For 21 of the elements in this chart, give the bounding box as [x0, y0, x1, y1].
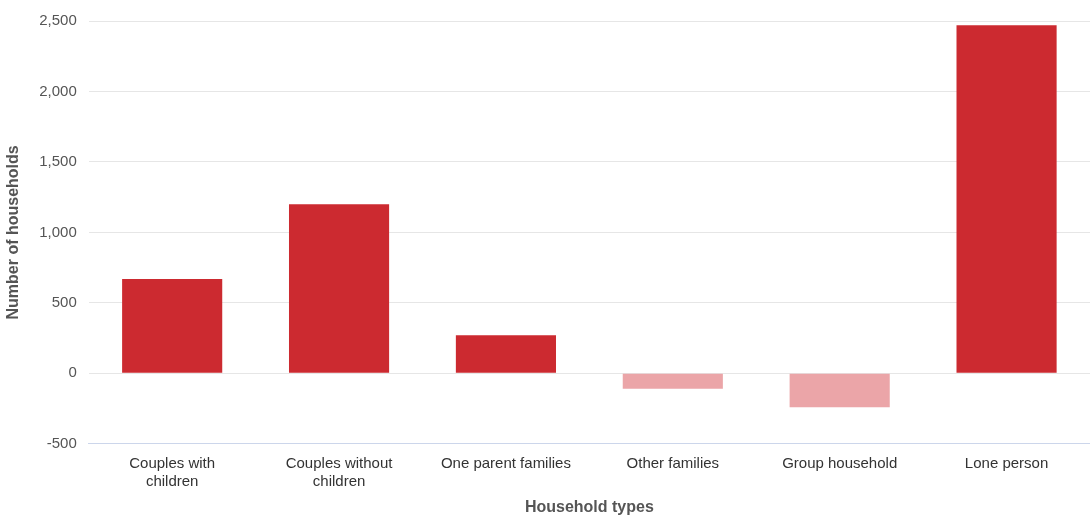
y-tick-label: 1,000 [39, 222, 77, 240]
y-tick-label: 2,000 [39, 81, 77, 99]
x-tick-label: Group household [782, 453, 898, 471]
y-tick-label: 500 [51, 293, 77, 311]
y-axis-title: Number of households [4, 145, 22, 320]
x-tick-label: Couples without children [285, 453, 394, 489]
x-axis-title: Household types [524, 497, 654, 515]
y-tick-label: 1,500 [39, 152, 77, 170]
bar [956, 25, 1057, 373]
bar [288, 204, 390, 373]
y-tick-label: 2,500 [39, 11, 77, 29]
x-tick-label: Couples with children [129, 453, 216, 489]
x-tick-label: Other families [626, 453, 720, 471]
y-tick-label: 0 [68, 363, 77, 381]
x-tick-label: Lone person [964, 453, 1049, 471]
bar [455, 335, 556, 373]
x-tick-label: One parent families [440, 453, 571, 471]
bar [622, 373, 723, 389]
bar [789, 373, 890, 408]
bar [122, 278, 223, 373]
y-tick-label: -500 [46, 433, 77, 451]
